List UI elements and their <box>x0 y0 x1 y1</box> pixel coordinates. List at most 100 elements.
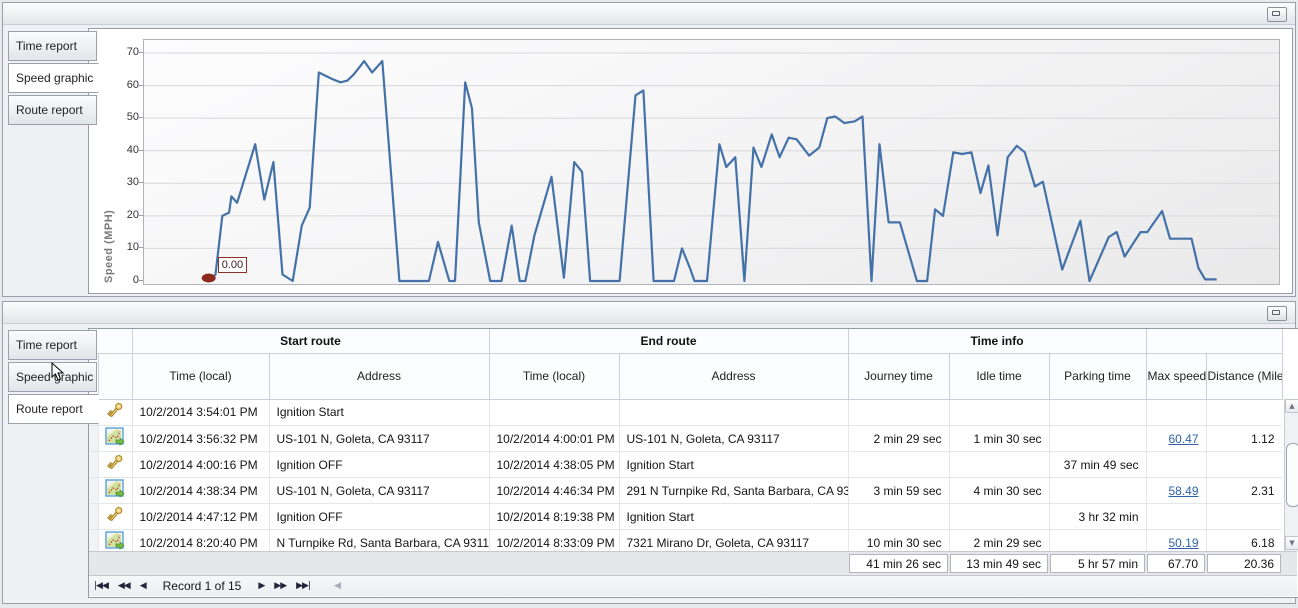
cell-max-speed[interactable] <box>1146 399 1207 426</box>
header-journey-time[interactable]: Journey time <box>848 353 950 400</box>
cell-start-time[interactable]: 10/2/2014 8:20:40 PM <box>132 529 270 552</box>
cell-end-time[interactable]: 10/2/2014 8:33:09 PM <box>489 529 620 552</box>
tab-speed-graphic[interactable]: Speed graphic <box>8 362 97 392</box>
cell-journey-time[interactable]: 10 min 30 sec <box>848 529 950 552</box>
cell-distance[interactable] <box>1206 503 1282 530</box>
cell-parking-time[interactable] <box>1049 529 1147 552</box>
next-page-button[interactable]: ▶▶ <box>274 581 287 591</box>
table-row[interactable]: 10/2/2014 8:20:40 PM N Turnpike Rd, Santa… <box>89 529 1282 552</box>
max-speed-link[interactable]: 60.47 <box>1168 431 1199 446</box>
cell-start-time[interactable]: 10/2/2014 4:47:12 PM <box>132 503 270 530</box>
group-start-route[interactable]: Start route <box>132 329 490 354</box>
last-record-button[interactable]: ▶▶| <box>296 581 311 591</box>
cell-journey-time[interactable]: 3 min 59 sec <box>848 477 950 504</box>
row-type-icon[interactable] <box>98 425 133 452</box>
prior-record-button[interactable]: ◀ <box>139 581 147 591</box>
cell-end-address[interactable]: 7321 Mirano Dr, Goleta, CA 93117 <box>619 529 849 552</box>
cell-start-address[interactable]: US-101 N, Goleta, CA 93117 <box>269 477 490 504</box>
cell-parking-time[interactable]: 3 hr 32 min <box>1049 503 1147 530</box>
cell-journey-time[interactable] <box>848 503 950 530</box>
cell-idle-time[interactable] <box>949 503 1050 530</box>
row-type-icon[interactable] <box>98 477 133 504</box>
cell-distance[interactable]: 1.12 <box>1206 425 1282 452</box>
header-idle-time[interactable]: Idle time <box>949 353 1050 400</box>
header-distance[interactable]: Distance (Miles) <box>1206 353 1283 400</box>
chart-plot-area[interactable]: 0.00 <box>143 39 1280 285</box>
tab-route-report[interactable]: Route report <box>8 394 99 424</box>
cell-end-address[interactable]: 291 N Turnpike Rd, Santa Barbara, CA 931… <box>619 477 849 504</box>
cell-journey-time[interactable] <box>848 451 950 478</box>
group-end-route[interactable]: End route <box>489 329 849 354</box>
next-record-button[interactable]: ▶ <box>258 581 265 591</box>
cell-max-speed[interactable] <box>1146 451 1207 478</box>
collapse-panel-icon[interactable] <box>1267 7 1287 22</box>
cell-end-time[interactable]: 10/2/2014 8:19:38 PM <box>489 503 620 530</box>
cell-parking-time[interactable] <box>1049 425 1147 452</box>
header-parking-time[interactable]: Parking time <box>1049 353 1147 400</box>
cell-start-time[interactable]: 10/2/2014 3:56:32 PM <box>132 425 270 452</box>
table-row[interactable]: 10/2/2014 3:54:01 PM Ignition Start <box>89 399 1282 426</box>
cell-idle-time[interactable] <box>949 399 1050 426</box>
cell-end-time[interactable]: 10/2/2014 4:38:05 PM <box>489 451 620 478</box>
cell-end-address[interactable]: Ignition Start <box>619 451 849 478</box>
cell-start-address[interactable]: US-101 N, Goleta, CA 93117 <box>269 425 490 452</box>
cell-parking-time[interactable] <box>1049 477 1147 504</box>
hscroll-left-arrow-icon[interactable]: ◀ <box>334 581 341 591</box>
scroll-up-icon[interactable]: ▲ <box>1285 399 1298 413</box>
first-record-button[interactable]: |◀◀ <box>94 581 109 591</box>
cell-start-time[interactable]: 10/2/2014 4:38:34 PM <box>132 477 270 504</box>
tab-speed-graphic[interactable]: Speed graphic <box>8 63 99 93</box>
cell-max-speed[interactable]: 60.47 <box>1146 425 1207 452</box>
cell-max-speed[interactable]: 50.19 <box>1146 529 1207 552</box>
cell-max-speed[interactable]: 58.49 <box>1146 477 1207 504</box>
cell-end-address[interactable]: Ignition Start <box>619 503 849 530</box>
cell-end-time[interactable]: 10/2/2014 4:46:34 PM <box>489 477 620 504</box>
tab-time-report[interactable]: Time report <box>8 330 97 360</box>
cell-end-address[interactable] <box>619 399 849 426</box>
cell-end-time[interactable]: 10/2/2014 4:00:01 PM <box>489 425 620 452</box>
scrollbar-thumb[interactable] <box>1286 443 1298 507</box>
cell-distance[interactable]: 6.18 <box>1206 529 1282 552</box>
prior-page-button[interactable]: ◀◀ <box>117 581 131 591</box>
row-type-icon[interactable] <box>98 451 133 478</box>
header-max-speed[interactable]: Max speed (MPH) <box>1146 353 1207 400</box>
cell-distance[interactable]: 2.31 <box>1206 477 1282 504</box>
table-row[interactable]: 10/2/2014 3:56:32 PM US-101 N, Goleta, CA… <box>89 425 1282 452</box>
cell-start-address[interactable]: Ignition Start <box>269 399 490 426</box>
cell-distance[interactable] <box>1206 451 1282 478</box>
cell-start-address[interactable]: N Turnpike Rd, Santa Barbara, CA 93111 <box>269 529 490 552</box>
row-type-icon[interactable] <box>98 399 133 426</box>
cell-journey-time[interactable]: 2 min 29 sec <box>848 425 950 452</box>
cell-idle-time[interactable]: 1 min 30 sec <box>949 425 1050 452</box>
cell-end-time[interactable] <box>489 399 620 426</box>
cell-distance[interactable] <box>1206 399 1282 426</box>
header-end-time[interactable]: Time (local) <box>489 353 620 400</box>
cell-idle-time[interactable]: 2 min 29 sec <box>949 529 1050 552</box>
header-start-address[interactable]: Address <box>269 353 490 400</box>
cell-idle-time[interactable]: 4 min 30 sec <box>949 477 1050 504</box>
cell-parking-time[interactable]: 37 min 49 sec <box>1049 451 1147 478</box>
group-time-info[interactable]: Time info <box>848 329 1147 354</box>
cell-end-address[interactable]: US-101 N, Goleta, CA 93117 <box>619 425 849 452</box>
max-speed-link[interactable]: 58.49 <box>1168 483 1199 498</box>
cell-parking-time[interactable] <box>1049 399 1147 426</box>
collapse-panel-icon[interactable] <box>1267 306 1287 321</box>
table-row[interactable]: 10/2/2014 4:38:34 PM US-101 N, Goleta, CA… <box>89 477 1282 504</box>
header-start-time[interactable]: Time (local) <box>132 353 270 400</box>
cell-start-time[interactable]: 10/2/2014 4:00:16 PM <box>132 451 270 478</box>
row-type-icon[interactable] <box>98 503 133 530</box>
scroll-down-icon[interactable]: ▼ <box>1285 536 1298 550</box>
cell-max-speed[interactable] <box>1146 503 1207 530</box>
max-speed-link[interactable]: 50.19 <box>1168 535 1199 550</box>
cell-start-address[interactable]: Ignition OFF <box>269 503 490 530</box>
tab-route-report[interactable]: Route report <box>8 95 97 125</box>
cell-start-address[interactable]: Ignition OFF <box>269 451 490 478</box>
table-row[interactable]: 10/2/2014 4:00:16 PM Ignition OFF 10/2/201… <box>89 451 1282 478</box>
cell-idle-time[interactable] <box>949 451 1050 478</box>
tab-time-report[interactable]: Time report <box>8 31 97 61</box>
cell-start-time[interactable]: 10/2/2014 3:54:01 PM <box>132 399 270 426</box>
row-type-icon[interactable] <box>98 529 133 552</box>
table-row[interactable]: 10/2/2014 4:47:12 PM Ignition OFF 10/2/201… <box>89 503 1282 530</box>
cell-journey-time[interactable] <box>848 399 950 426</box>
header-end-address[interactable]: Address <box>619 353 849 400</box>
